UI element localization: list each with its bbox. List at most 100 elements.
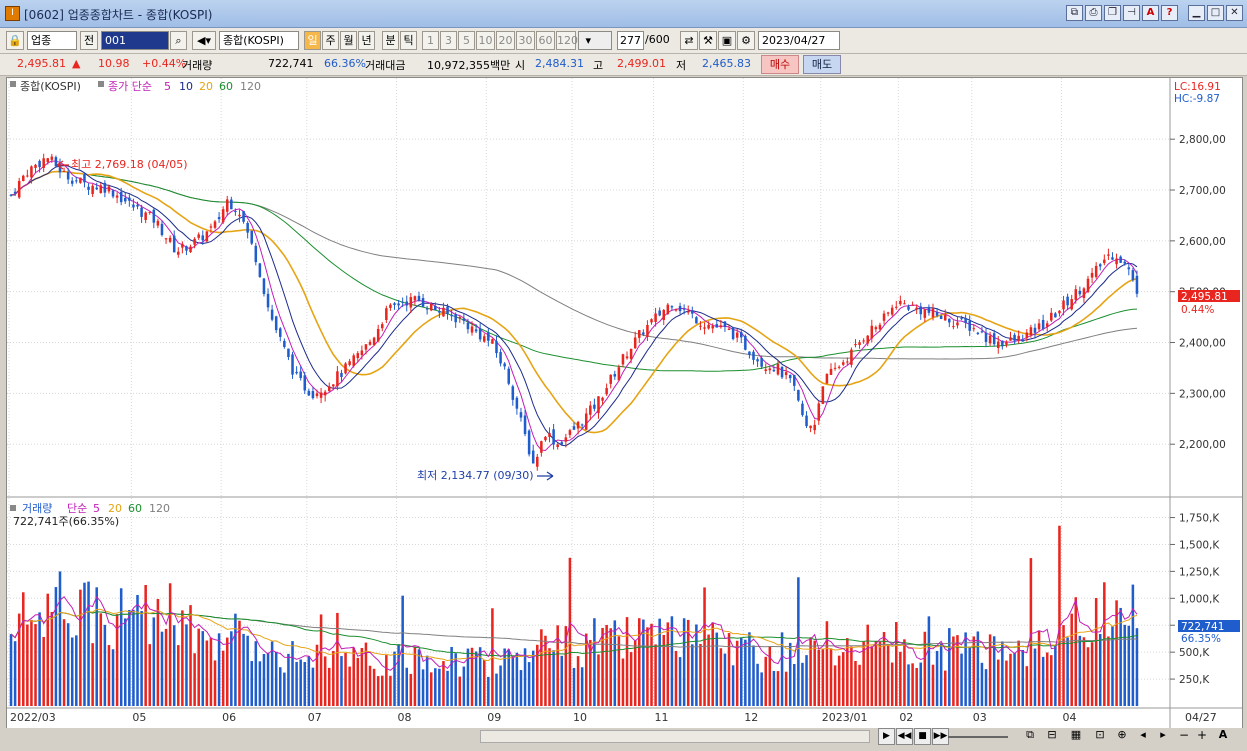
print-icon[interactable]: ⎙ [1085, 5, 1102, 21]
candle-body [323, 391, 327, 396]
volume-bar [266, 652, 270, 706]
font-icon[interactable]: A [1142, 5, 1159, 21]
low-value: 2,465.83 [702, 57, 751, 70]
time-label: 06 [222, 711, 236, 724]
candle-body [523, 415, 527, 435]
minute-10-button[interactable]: 10 [476, 31, 495, 50]
date-input[interactable]: 2023/04/27 [758, 31, 840, 50]
minute-30-button[interactable]: 30 [516, 31, 535, 50]
chart-area[interactable]: 2,800,002,700,002,600,002,500,002,400,00… [6, 77, 1243, 729]
font-size-icon[interactable]: A [1218, 728, 1228, 741]
volume-bar [988, 634, 992, 706]
volume-bar [213, 660, 217, 706]
view-icon[interactable]: ⧉ [1026, 728, 1034, 741]
volume-bar [707, 634, 710, 706]
period-day-button[interactable]: 일 [304, 31, 321, 50]
volume-bar [13, 641, 17, 706]
zoom-out-icon[interactable]: − [1178, 728, 1190, 742]
play-icon[interactable]: ▶ [878, 728, 895, 745]
period-tick-button[interactable]: 틱 [400, 31, 417, 50]
swap-icon[interactable]: ⇄ [680, 31, 698, 50]
candle-body [58, 163, 62, 173]
buy-button[interactable]: 매수 [761, 55, 799, 74]
prev-button[interactable]: 전 [80, 31, 98, 50]
volume-bar [605, 624, 608, 706]
horizontal-scrollbar[interactable] [480, 730, 870, 743]
minute-3-button[interactable]: 3 [440, 31, 457, 50]
candle-body [793, 374, 796, 386]
right-icon[interactable]: ▸ [1160, 728, 1166, 741]
minute-60-button[interactable]: 60 [536, 31, 555, 50]
close-icon[interactable]: ✕ [1226, 5, 1243, 21]
sell-button[interactable]: 매도 [803, 55, 841, 74]
count-input[interactable]: 277 [617, 31, 644, 50]
volume-last-pct: 66.35% [1181, 633, 1221, 645]
volume-bar [621, 658, 625, 706]
legend-ma60: 60 [219, 80, 233, 93]
max-arrow-icon [56, 160, 69, 170]
candle-body [809, 425, 812, 429]
lock-small-icon[interactable]: ⊡ [1095, 728, 1105, 741]
grid-icon[interactable]: ▦ [1070, 728, 1082, 741]
copy-icon[interactable]: ❐ [1104, 5, 1121, 21]
rewind-icon[interactable]: ◀◀ [896, 728, 913, 745]
speaker-icon[interactable]: ◀▾ [192, 31, 216, 50]
split-icon[interactable]: ⊟ [1047, 728, 1057, 741]
volume-bar [34, 624, 37, 706]
chart-svg[interactable]: 2,800,002,700,002,600,002,500,002,400,00… [7, 78, 1242, 728]
zoom-slider[interactable] [948, 736, 1008, 738]
volume-tick-label: 250,K [1179, 674, 1210, 686]
price-tick-label: 2,300,00 [1179, 388, 1226, 400]
market-select[interactable]: 업종 [27, 31, 77, 50]
volume-bar [446, 670, 449, 706]
left-icon[interactable]: ◂ [1140, 728, 1146, 741]
pin-icon[interactable]: ⊣ [1123, 5, 1140, 21]
minute-20-button[interactable]: 20 [496, 31, 515, 50]
search-icon[interactable]: ⌕ [170, 31, 187, 50]
minimize-icon[interactable]: ▁ [1188, 5, 1205, 21]
volume-bar [38, 612, 41, 706]
volume-bar [633, 640, 637, 706]
volume-bars [9, 525, 1139, 706]
link-icon[interactable]: ⧉ [1066, 5, 1083, 21]
tools-icon[interactable]: ⚒ [699, 31, 717, 50]
save-icon[interactable]: ▣ [718, 31, 736, 50]
period-year-button[interactable]: 년 [358, 31, 375, 50]
period-month-button[interactable]: 월 [340, 31, 357, 50]
maximize-icon[interactable]: □ [1207, 5, 1224, 21]
volume-bar [66, 623, 70, 706]
volume-bar [352, 647, 355, 706]
volume-bar [625, 617, 629, 706]
crosshair-icon[interactable]: ⊕ [1117, 728, 1127, 741]
volume-bar [22, 592, 25, 706]
volume-bar [972, 636, 976, 706]
volume-bar [1103, 582, 1106, 706]
gear-icon[interactable]: ⚙ [737, 31, 755, 50]
period-week-button[interactable]: 주 [322, 31, 339, 50]
last-date-label: 04/27 [1185, 711, 1217, 724]
stop-icon[interactable]: ■ [914, 728, 931, 745]
period-minute-button[interactable]: 분 [382, 31, 399, 50]
candle-body [593, 404, 596, 409]
fast-forward-icon[interactable]: ▶▶ [932, 728, 949, 745]
code-input[interactable]: 001 [101, 31, 169, 50]
candle-body [972, 328, 976, 330]
candle-body [527, 430, 531, 455]
candle-body [658, 310, 661, 316]
custom-period-select[interactable]: ▾ [578, 31, 612, 50]
volume-bar [136, 594, 139, 706]
lock-icon[interactable]: 🔒 [6, 31, 24, 50]
candle-body [442, 307, 445, 317]
zoom-in-icon[interactable]: + [1196, 728, 1208, 742]
volume-bar [270, 641, 274, 706]
help-icon[interactable]: ? [1161, 5, 1178, 21]
volume-bar [91, 643, 94, 706]
minute-120-button[interactable]: 120 [556, 31, 578, 50]
minute-1-button[interactable]: 1 [422, 31, 439, 50]
index-name-field[interactable]: 종합(KOSPI) [219, 31, 299, 50]
volume-bar [784, 671, 788, 706]
minute-5-button[interactable]: 5 [458, 31, 475, 50]
volume-bar [723, 653, 727, 706]
candle-body [858, 342, 861, 346]
candle-body [197, 234, 200, 238]
